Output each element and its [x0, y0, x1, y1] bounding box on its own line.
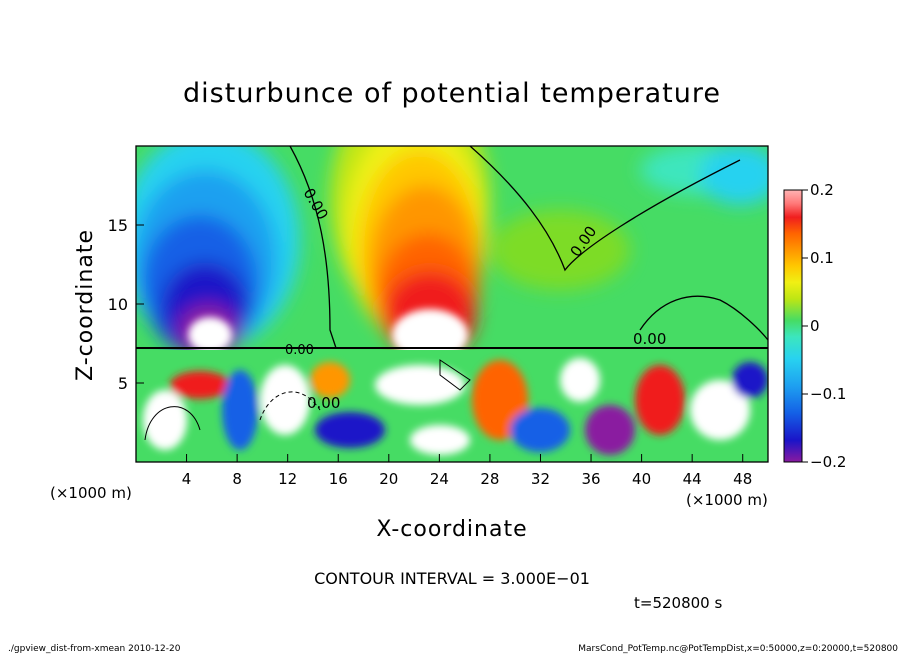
x-tick-label: 28: [480, 470, 499, 488]
colorbar-tick-label: 0: [810, 317, 820, 335]
y-axis-ticks: 5 10 15: [108, 216, 144, 393]
contour-label: 0.00: [307, 394, 340, 412]
colorbar: [783, 189, 803, 463]
chart-title: disturbunce of potential temperature: [183, 78, 721, 109]
x-tick-label: 32: [531, 470, 550, 488]
x-tick-label: 8: [232, 470, 242, 488]
y-tick-label: 15: [108, 216, 128, 235]
x-unit-label: (×1000 m): [686, 491, 768, 509]
colorbar-tick-label: 0.1: [810, 249, 834, 267]
x-tick-label: 24: [430, 470, 449, 488]
y-tick-label: 10: [108, 295, 128, 314]
footer-right-text: MarsCond_PotTemp.nc@PotTempDist,x=0:5000…: [578, 644, 898, 654]
x-tick-label: 36: [581, 470, 600, 488]
y-tick-label: 5: [118, 374, 128, 393]
x-tick-label: 12: [278, 470, 297, 488]
x-tick-label: 16: [329, 470, 348, 488]
y-axis-label: Z-coordinate: [73, 229, 98, 381]
y-unit-label: (×1000 m): [50, 484, 132, 502]
x-tick-label: 44: [683, 470, 702, 488]
x-axis-label: X-coordinate: [376, 517, 527, 542]
x-tick-label: 48: [733, 470, 752, 488]
colorbar-ticks: 0.2 0.1 0 −0.1 −0.2: [802, 181, 846, 471]
heatmap-field: [136, 146, 768, 462]
contour-label: 0.00: [285, 343, 314, 358]
contour-label: 0.00: [633, 330, 666, 348]
x-tick-label: 4: [182, 470, 192, 488]
time-text: t=520800 s: [634, 594, 722, 612]
x-tick-label: 20: [379, 470, 398, 488]
colorbar-tick-label: 0.2: [810, 181, 834, 199]
footer-left-text: ./gpview_dist-from-xmean 2010-12-20: [8, 644, 181, 654]
x-axis-ticks: 4 8 12 16 20 24 28 32 36 40 44 48: [182, 454, 752, 488]
colorbar-tick-label: −0.1: [810, 385, 846, 403]
x-tick-label: 40: [632, 470, 651, 488]
colorbar-tick-label: −0.2: [810, 453, 846, 471]
contour-interval-text: CONTOUR INTERVAL = 3.000E−01: [314, 569, 590, 588]
